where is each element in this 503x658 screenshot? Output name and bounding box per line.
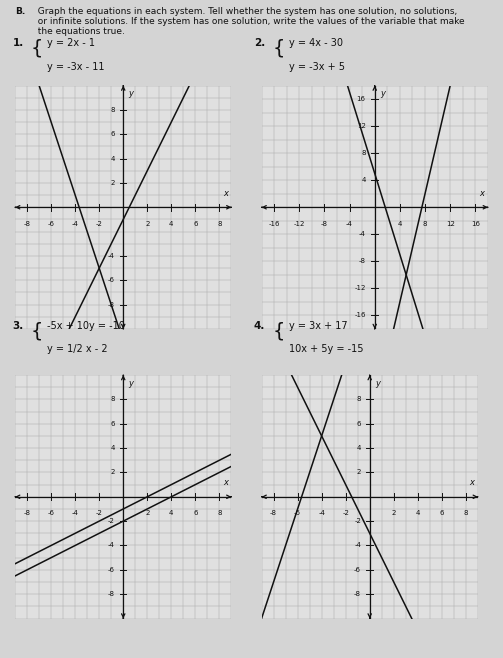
Text: -6: -6 xyxy=(48,510,55,516)
Text: y = 1/2 x - 2: y = 1/2 x - 2 xyxy=(47,345,108,355)
Text: x: x xyxy=(223,189,228,197)
Text: -6: -6 xyxy=(108,567,115,573)
Text: 8: 8 xyxy=(357,396,361,403)
Text: 8: 8 xyxy=(217,510,222,516)
Text: 8: 8 xyxy=(361,150,366,156)
Text: 2: 2 xyxy=(391,510,396,516)
Text: -4: -4 xyxy=(318,510,325,516)
Text: -8: -8 xyxy=(270,510,277,516)
Text: 4: 4 xyxy=(110,155,115,162)
Text: 16: 16 xyxy=(471,220,480,226)
Text: -4: -4 xyxy=(108,253,115,259)
Text: -6: -6 xyxy=(294,510,301,516)
Text: -8: -8 xyxy=(321,220,328,226)
Text: -8: -8 xyxy=(24,220,31,226)
Text: y: y xyxy=(129,379,134,388)
Text: -4: -4 xyxy=(346,220,353,226)
Text: {: { xyxy=(31,322,43,340)
Text: 6: 6 xyxy=(110,131,115,138)
Text: 8: 8 xyxy=(217,220,222,226)
Text: 8: 8 xyxy=(423,220,427,226)
Text: -16: -16 xyxy=(354,313,366,318)
Text: y = 4x - 30: y = 4x - 30 xyxy=(289,38,343,47)
Text: x: x xyxy=(479,189,484,197)
Text: 12: 12 xyxy=(446,220,455,226)
Text: -5x + 10y = -10: -5x + 10y = -10 xyxy=(47,320,125,330)
Text: 2: 2 xyxy=(145,220,149,226)
Text: -4: -4 xyxy=(72,220,78,226)
Text: -16: -16 xyxy=(269,220,280,226)
Text: -8: -8 xyxy=(359,259,366,265)
Text: 4: 4 xyxy=(357,445,361,451)
Text: -6: -6 xyxy=(48,220,55,226)
Text: -8: -8 xyxy=(108,591,115,597)
Text: 4: 4 xyxy=(415,510,420,516)
Text: x: x xyxy=(223,478,228,487)
Text: 2: 2 xyxy=(357,469,361,476)
Text: y = -3x - 11: y = -3x - 11 xyxy=(47,62,105,72)
Text: x: x xyxy=(470,478,475,487)
Text: -12: -12 xyxy=(294,220,305,226)
Text: -4: -4 xyxy=(359,232,366,238)
Text: -8: -8 xyxy=(108,301,115,308)
Text: 4: 4 xyxy=(169,220,174,226)
Text: 2: 2 xyxy=(110,469,115,476)
Text: 8: 8 xyxy=(110,396,115,403)
Text: 6: 6 xyxy=(440,510,444,516)
Text: 6: 6 xyxy=(193,220,198,226)
Text: 6: 6 xyxy=(193,510,198,516)
Text: {: { xyxy=(272,38,285,57)
Text: 2: 2 xyxy=(145,510,149,516)
Text: 1.: 1. xyxy=(13,38,24,49)
Text: {: { xyxy=(272,322,285,340)
Text: 4.: 4. xyxy=(254,322,265,332)
Text: -2: -2 xyxy=(354,518,361,524)
Text: {: { xyxy=(31,38,43,57)
Text: y = -3x + 5: y = -3x + 5 xyxy=(289,62,345,72)
Text: 2.: 2. xyxy=(254,38,265,49)
Text: -4: -4 xyxy=(108,542,115,549)
Text: 4: 4 xyxy=(110,445,115,451)
Text: y: y xyxy=(380,89,385,98)
Text: 6: 6 xyxy=(110,420,115,427)
Text: 4: 4 xyxy=(398,220,402,226)
Text: -2: -2 xyxy=(108,518,115,524)
Text: -4: -4 xyxy=(354,542,361,549)
Text: -2: -2 xyxy=(96,220,103,226)
Text: 4: 4 xyxy=(169,510,174,516)
Text: y = 3x + 17: y = 3x + 17 xyxy=(289,320,347,330)
Text: Graph the equations in each system. Tell whether the system has one solution, no: Graph the equations in each system. Tell… xyxy=(32,7,464,36)
Text: 6: 6 xyxy=(357,420,361,427)
Text: -2: -2 xyxy=(96,510,103,516)
Text: -8: -8 xyxy=(354,591,361,597)
Text: 8: 8 xyxy=(464,510,468,516)
Text: y: y xyxy=(129,89,134,98)
Text: 4: 4 xyxy=(361,177,366,183)
Text: 8: 8 xyxy=(110,107,115,113)
Text: -6: -6 xyxy=(354,567,361,573)
Text: -8: -8 xyxy=(24,510,31,516)
Text: -12: -12 xyxy=(354,286,366,291)
Text: y = 2x - 1: y = 2x - 1 xyxy=(47,38,95,47)
Text: -4: -4 xyxy=(72,510,78,516)
Text: 12: 12 xyxy=(357,123,366,129)
Text: -2: -2 xyxy=(342,510,349,516)
Text: 16: 16 xyxy=(357,96,366,102)
Text: -6: -6 xyxy=(108,277,115,284)
Text: B.: B. xyxy=(15,7,25,16)
Text: 10x + 5y = -15: 10x + 5y = -15 xyxy=(289,345,363,355)
Text: y: y xyxy=(375,379,380,388)
Text: 2: 2 xyxy=(110,180,115,186)
Text: 3.: 3. xyxy=(13,322,24,332)
